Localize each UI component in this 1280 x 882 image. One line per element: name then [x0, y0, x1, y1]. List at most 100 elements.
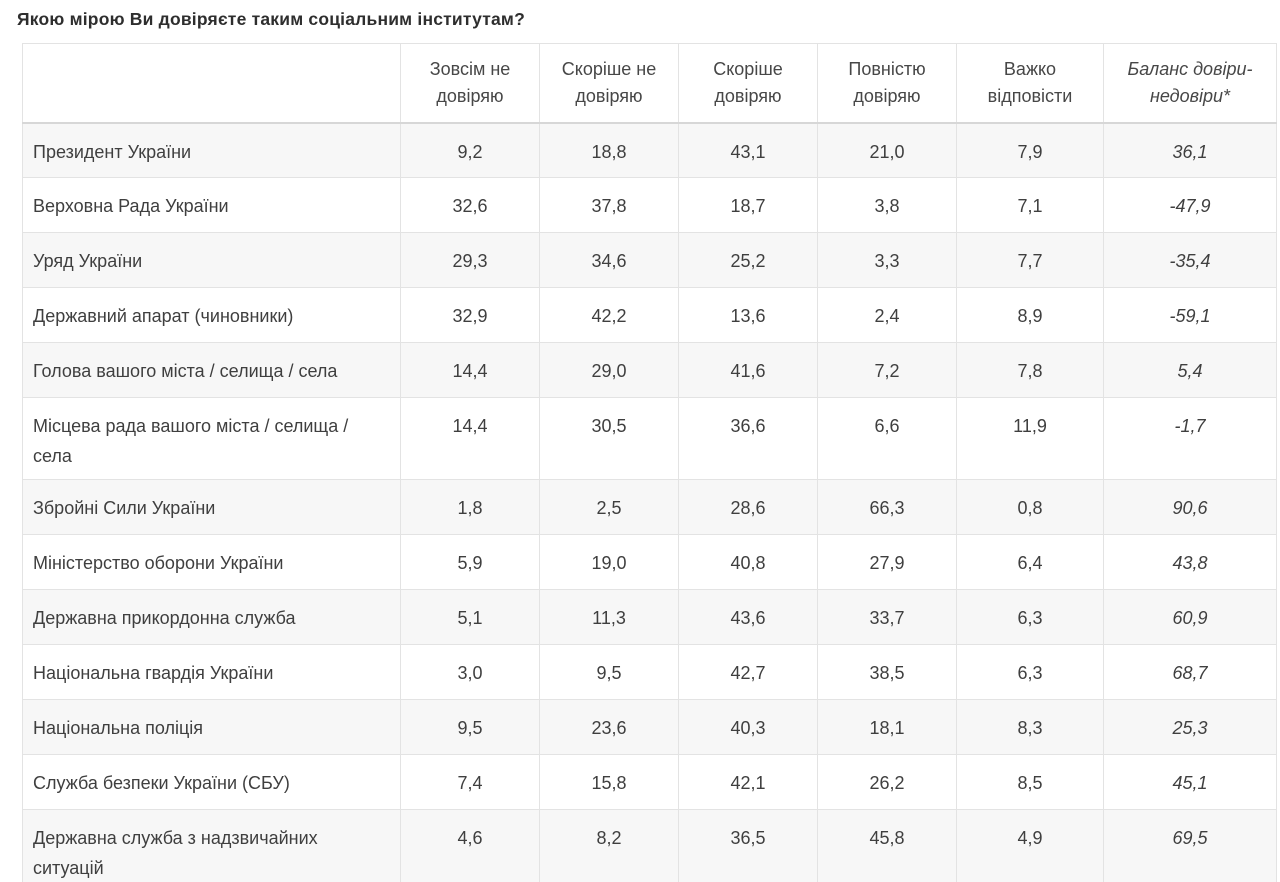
cell-value: 6,4 — [956, 534, 1104, 590]
table-row: Президент України 9,2 18,8 43,1 21,0 7,9… — [22, 122, 1277, 178]
col-header-trust-balance: Баланс довіри-недовіри* — [1103, 43, 1277, 124]
cell-value: 41,6 — [678, 342, 818, 398]
cell-value: 40,3 — [678, 699, 818, 755]
cell-balance: 69,5 — [1103, 809, 1277, 882]
cell-balance: 90,6 — [1103, 479, 1277, 535]
row-label: Місцева рада вашого міста / селища / сел… — [22, 397, 401, 480]
cell-value: 3,3 — [817, 232, 957, 288]
cell-value: 1,8 — [400, 479, 540, 535]
table-row: Верховна Рада України 32,6 37,8 18,7 3,8… — [22, 177, 1277, 233]
cell-value: 7,7 — [956, 232, 1104, 288]
cell-value: 21,0 — [817, 122, 957, 178]
cell-value: 25,2 — [678, 232, 818, 288]
row-label: Президент України — [22, 122, 401, 178]
cell-value: 29,0 — [539, 342, 679, 398]
cell-value: 4,9 — [956, 809, 1104, 882]
cell-value: 8,9 — [956, 287, 1104, 343]
cell-balance: 68,7 — [1103, 644, 1277, 700]
cell-value: 6,3 — [956, 644, 1104, 700]
cell-value: 11,9 — [956, 397, 1104, 480]
cell-balance: 25,3 — [1103, 699, 1277, 755]
cell-value: 6,3 — [956, 589, 1104, 645]
cell-balance: 45,1 — [1103, 754, 1277, 810]
cell-balance: 43,8 — [1103, 534, 1277, 590]
cell-value: 18,8 — [539, 122, 679, 178]
row-label: Верховна Рада України — [22, 177, 401, 233]
cell-value: 45,8 — [817, 809, 957, 882]
cell-value: 38,5 — [817, 644, 957, 700]
cell-value: 28,6 — [678, 479, 818, 535]
cell-value: 26,2 — [817, 754, 957, 810]
trust-table: Зовсім не довіряю Скоріше не довіряю Ско… — [22, 43, 1277, 882]
col-header-institution — [22, 43, 401, 124]
row-label: Державна служба з надзвичайних ситуацій — [22, 809, 401, 882]
cell-value: 8,3 — [956, 699, 1104, 755]
cell-balance: 5,4 — [1103, 342, 1277, 398]
cell-balance: -47,9 — [1103, 177, 1277, 233]
cell-value: 13,6 — [678, 287, 818, 343]
table-row: Національна поліція 9,5 23,6 40,3 18,1 8… — [22, 699, 1277, 755]
cell-value: 9,5 — [400, 699, 540, 755]
cell-value: 3,0 — [400, 644, 540, 700]
col-header-fully-trust: Повністю довіряю — [817, 43, 957, 124]
cell-value: 7,9 — [956, 122, 1104, 178]
cell-balance: 60,9 — [1103, 589, 1277, 645]
row-label: Міністерство оборони України — [22, 534, 401, 590]
cell-value: 14,4 — [400, 397, 540, 480]
cell-value: 9,2 — [400, 122, 540, 178]
row-label: Національна гвардія України — [22, 644, 401, 700]
header-row: Зовсім не довіряю Скоріше не довіряю Ско… — [22, 43, 1277, 124]
cell-value: 18,1 — [817, 699, 957, 755]
cell-balance: 36,1 — [1103, 122, 1277, 178]
cell-value: 2,4 — [817, 287, 957, 343]
table-row: Служба безпеки України (СБУ) 7,4 15,8 42… — [22, 754, 1277, 810]
cell-value: 9,5 — [539, 644, 679, 700]
row-label: Державний апарат (чиновники) — [22, 287, 401, 343]
cell-value: 18,7 — [678, 177, 818, 233]
cell-value: 2,5 — [539, 479, 679, 535]
row-label: Голова вашого міста / селища / села — [22, 342, 401, 398]
cell-value: 43,6 — [678, 589, 818, 645]
page-title: Якою мірою Ви довіряєте таким соціальним… — [17, 9, 525, 29]
cell-value: 37,8 — [539, 177, 679, 233]
cell-value: 34,6 — [539, 232, 679, 288]
page: Якою мірою Ви довіряєте таким соціальним… — [0, 9, 1280, 882]
col-header-rather-distrust: Скоріше не довіряю — [539, 43, 679, 124]
cell-value: 42,2 — [539, 287, 679, 343]
cell-value: 36,6 — [678, 397, 818, 480]
cell-value: 8,2 — [539, 809, 679, 882]
col-header-hard-to-answer: Важко відповісти — [956, 43, 1104, 124]
cell-balance: -35,4 — [1103, 232, 1277, 288]
cell-value: 7,8 — [956, 342, 1104, 398]
cell-value: 7,1 — [956, 177, 1104, 233]
cell-value: 15,8 — [539, 754, 679, 810]
cell-value: 27,9 — [817, 534, 957, 590]
row-label: Збройні Сили України — [22, 479, 401, 535]
cell-value: 32,9 — [400, 287, 540, 343]
cell-value: 36,5 — [678, 809, 818, 882]
col-header-rather-trust: Скоріше довіряю — [678, 43, 818, 124]
table-row: Державна служба з надзвичайних ситуацій … — [22, 809, 1277, 882]
table-row: Місцева рада вашого міста / селища / сел… — [22, 397, 1277, 480]
cell-value: 7,2 — [817, 342, 957, 398]
cell-value: 33,7 — [817, 589, 957, 645]
cell-value: 14,4 — [400, 342, 540, 398]
cell-value: 40,8 — [678, 534, 818, 590]
table-row: Державний апарат (чиновники) 32,9 42,2 1… — [22, 287, 1277, 343]
cell-value: 3,8 — [817, 177, 957, 233]
table-row: Національна гвардія України 3,0 9,5 42,7… — [22, 644, 1277, 700]
cell-balance: -59,1 — [1103, 287, 1277, 343]
cell-value: 5,1 — [400, 589, 540, 645]
cell-value: 8,5 — [956, 754, 1104, 810]
cell-value: 19,0 — [539, 534, 679, 590]
cell-value: 43,1 — [678, 122, 818, 178]
cell-value: 7,4 — [400, 754, 540, 810]
cell-value: 4,6 — [400, 809, 540, 882]
row-label: Національна поліція — [22, 699, 401, 755]
row-label: Служба безпеки України (СБУ) — [22, 754, 401, 810]
cell-value: 32,6 — [400, 177, 540, 233]
cell-value: 29,3 — [400, 232, 540, 288]
cell-value: 23,6 — [539, 699, 679, 755]
cell-value: 30,5 — [539, 397, 679, 480]
col-header-totally-distrust: Зовсім не довіряю — [400, 43, 540, 124]
